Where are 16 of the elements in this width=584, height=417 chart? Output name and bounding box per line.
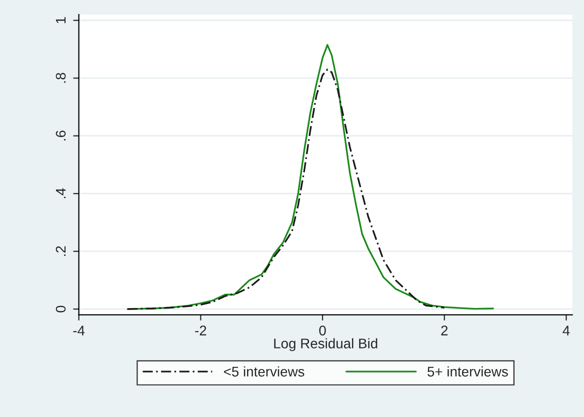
y-tick-label: .2 [56, 246, 66, 256]
line-series [126, 68, 446, 310]
legend-label: <5 interviews [224, 366, 304, 377]
x-axis-title: Log Residual Bid [274, 338, 378, 352]
x-tick-label: 2 [441, 326, 448, 336]
y-tick-label: 1 [56, 17, 66, 24]
y-tick-label: 0 [56, 306, 66, 312]
line-series [126, 44, 494, 310]
x-tick-label: 4 [562, 326, 570, 336]
legend-label: 5+ interviews [428, 366, 508, 377]
x-tick-label: 0 [319, 326, 326, 336]
x-tick-label: -2 [195, 326, 206, 336]
y-tick-label: .4 [56, 188, 66, 198]
y-tick-label: .8 [56, 72, 66, 83]
x-tick-label: -4 [73, 326, 85, 336]
y-tick-label: .6 [56, 130, 66, 140]
